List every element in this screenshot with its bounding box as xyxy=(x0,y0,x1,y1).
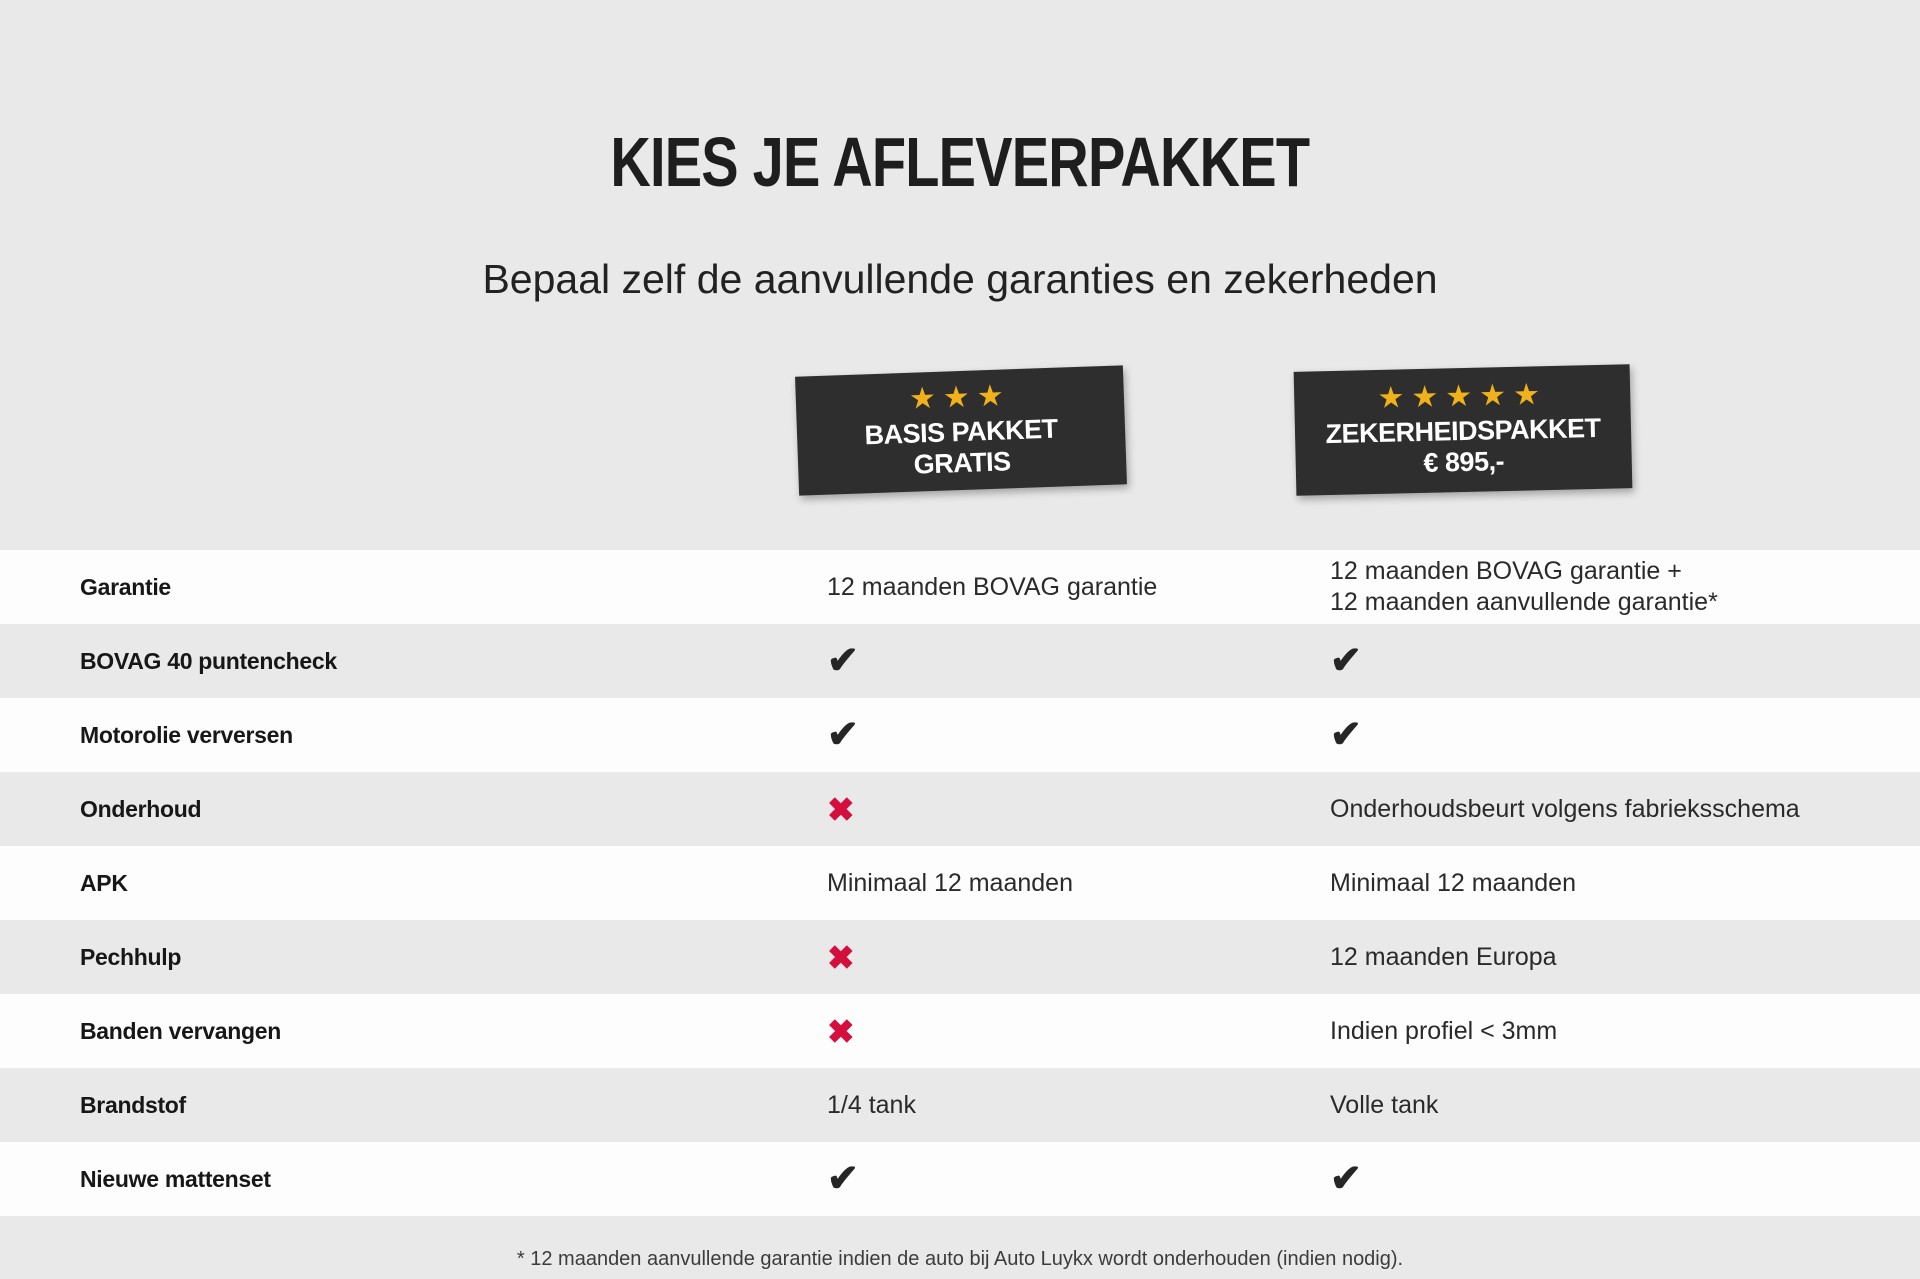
cell-text: 12 maanden BOVAG garantie + 12 maanden a… xyxy=(1330,557,1718,616)
zekerheid-cell: ✔ xyxy=(1330,1160,1920,1198)
basis-cell: ✖ xyxy=(827,941,1330,974)
cell-text: Minimaal 12 maanden xyxy=(827,868,1073,897)
table-row: Brandstof 1/4 tank Volle tank xyxy=(0,1068,1920,1142)
row-label: Pechhulp xyxy=(80,943,182,970)
row-label: Nieuwe mattenset xyxy=(80,1165,271,1192)
cross-icon: ✖ xyxy=(827,1012,855,1050)
cell-text: 12 maanden Europa xyxy=(1330,942,1557,971)
basis-cell: Minimaal 12 maanden xyxy=(827,868,1330,899)
table-row: Banden vervangen ✖ Indien profiel < 3mm xyxy=(0,994,1920,1068)
row-label: BOVAG 40 puntencheck xyxy=(80,647,337,674)
basis-cell: ✖ xyxy=(827,793,1330,826)
basis-cell: 12 maanden BOVAG garantie xyxy=(827,572,1330,603)
zekerheid-cell: 12 maanden Europa xyxy=(1330,942,1920,973)
cell-text: Indien profiel < 3mm xyxy=(1330,1016,1558,1045)
check-icon: ✔ xyxy=(827,714,859,756)
table-row: Onderhoud ✖ Onderhoudsbeurt volgens fabr… xyxy=(0,772,1920,846)
check-icon: ✔ xyxy=(827,640,859,682)
page-subtitle: Bepaal zelf de aanvullende garanties en … xyxy=(482,256,1438,302)
package-badge-basis[interactable]: ★★★ BASIS PAKKET GRATIS xyxy=(795,365,1127,496)
zekerheid-cell: ✔ xyxy=(1330,642,1920,680)
package-name: BASIS PAKKET xyxy=(864,413,1059,450)
cross-icon: ✖ xyxy=(827,938,855,976)
footnote: * 12 maanden aanvullende garantie indien… xyxy=(516,1248,1404,1270)
package-price: GRATIS xyxy=(913,445,1012,480)
row-label: APK xyxy=(80,869,128,896)
check-icon: ✔ xyxy=(1330,1158,1362,1200)
zekerheid-cell: ✔ xyxy=(1330,716,1920,754)
zekerheid-cell: 12 maanden BOVAG garantie + 12 maanden a… xyxy=(1330,556,1920,618)
page-title: KIES JE AFLEVERPAKKET xyxy=(0,122,1920,202)
zekerheid-cell: Minimaal 12 maanden xyxy=(1330,868,1920,899)
check-icon: ✔ xyxy=(827,1158,859,1200)
row-label: Brandstof xyxy=(80,1091,186,1118)
table-row: Pechhulp ✖ 12 maanden Europa xyxy=(0,920,1920,994)
page-title-text: KIES JE AFLEVERPAKKET xyxy=(610,123,1311,201)
row-label: Banden vervangen xyxy=(80,1017,281,1044)
cell-text: 12 maanden BOVAG garantie xyxy=(827,572,1158,601)
cell-text: Volle tank xyxy=(1330,1090,1439,1119)
check-icon: ✔ xyxy=(1330,640,1362,682)
cell-text: Minimaal 12 maanden xyxy=(1330,868,1576,897)
star-rating: ★★★★★ xyxy=(1377,378,1548,415)
row-label: Motorolie verversen xyxy=(80,721,293,748)
basis-cell: ✔ xyxy=(827,716,1330,754)
cross-icon: ✖ xyxy=(827,790,855,828)
table-row: APK Minimaal 12 maanden Minimaal 12 maan… xyxy=(0,846,1920,920)
basis-cell: ✔ xyxy=(827,1160,1330,1198)
table-row: Motorolie verversen ✔ ✔ xyxy=(0,698,1920,772)
check-icon: ✔ xyxy=(1330,714,1362,756)
zekerheid-cell: Indien profiel < 3mm xyxy=(1330,1016,1920,1047)
table-row: Nieuwe mattenset ✔ ✔ xyxy=(0,1142,1920,1216)
zekerheid-cell: Onderhoudsbeurt volgens fabrieksschema xyxy=(1330,794,1920,825)
table-row: Garantie 12 maanden BOVAG garantie 12 ma… xyxy=(0,550,1920,624)
package-price: € 895,- xyxy=(1423,446,1505,478)
basis-cell: ✖ xyxy=(827,1015,1330,1048)
table-row: BOVAG 40 puntencheck ✔ ✔ xyxy=(0,624,1920,698)
package-name: ZEKERHEIDSPAKKET xyxy=(1325,412,1601,450)
zekerheid-cell: Volle tank xyxy=(1330,1090,1920,1121)
row-label: Garantie xyxy=(80,573,171,600)
basis-cell: 1/4 tank xyxy=(827,1090,1330,1121)
star-rating: ★★★ xyxy=(908,378,1012,416)
comparison-table: Garantie 12 maanden BOVAG garantie 12 ma… xyxy=(0,550,1920,1216)
basis-cell: ✔ xyxy=(827,642,1330,680)
cell-text: 1/4 tank xyxy=(827,1090,916,1119)
package-badge-zekerheid[interactable]: ★★★★★ ZEKERHEIDSPAKKET € 895,- xyxy=(1293,364,1633,496)
cell-text: Onderhoudsbeurt volgens fabrieksschema xyxy=(1330,794,1800,823)
row-label: Onderhoud xyxy=(80,795,202,822)
